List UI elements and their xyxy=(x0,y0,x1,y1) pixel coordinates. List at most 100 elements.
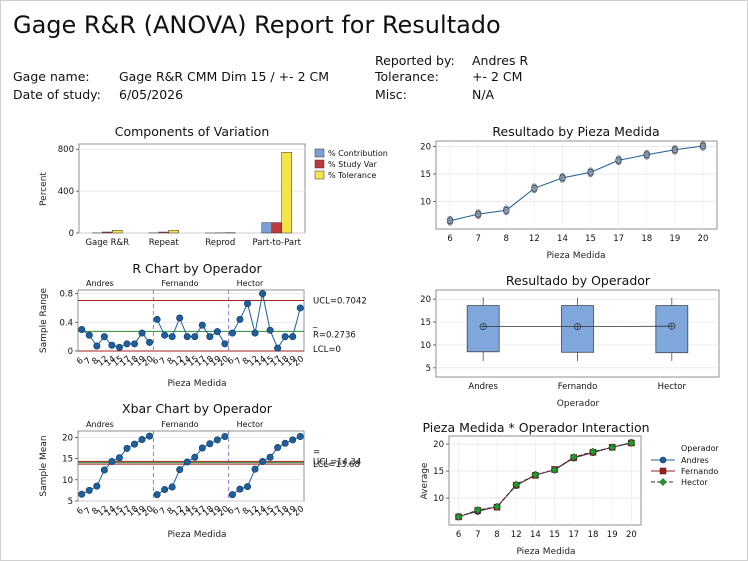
components-legend-swatch xyxy=(314,148,325,158)
operator-xtick-label: Hector xyxy=(658,382,687,392)
xbar-point xyxy=(93,482,101,490)
xbar-center-label: = xyxy=(313,448,320,458)
rchart-center-bar: _ xyxy=(312,318,318,328)
xbar-point xyxy=(281,439,289,447)
xbar-point xyxy=(168,483,176,491)
part-mean-line xyxy=(449,145,704,222)
components-bar xyxy=(168,230,179,234)
rchart-point xyxy=(85,331,93,339)
interaction-legend-marker xyxy=(659,467,667,475)
part-xtick-label: 8 xyxy=(504,234,509,244)
xbar-point xyxy=(228,491,236,499)
xbar-point xyxy=(131,440,139,448)
interaction-xtick-label: 12 xyxy=(511,530,522,540)
xbar-point xyxy=(183,458,191,466)
rchart-point xyxy=(213,328,221,336)
interaction-point xyxy=(550,466,559,474)
xbar-point xyxy=(115,454,123,462)
xbar-xtick-label: 7 xyxy=(83,506,94,517)
part-mean-marker xyxy=(446,217,454,225)
interaction-xtick-label: 20 xyxy=(626,530,637,540)
xbar-point xyxy=(176,466,184,474)
xbar-point xyxy=(251,465,259,473)
components-bar xyxy=(112,230,123,234)
operator-ytick-label: 10 xyxy=(420,341,431,351)
gage-name-label: Gage name: xyxy=(13,69,90,84)
interaction-legend-marker xyxy=(659,478,667,486)
operator-xtick-label: Andres xyxy=(468,382,498,392)
rchart-point xyxy=(259,290,267,298)
rchart-xlabel: Pieza Medida xyxy=(167,379,226,389)
rchart-point xyxy=(236,315,244,323)
rchart-point xyxy=(289,333,297,341)
rchart-point xyxy=(93,342,101,350)
rchart-title: R Chart by Operador xyxy=(132,261,262,276)
rchart-point xyxy=(296,304,304,312)
part-xtick-label: 6 xyxy=(447,234,452,244)
rchart-ylabel: Sample Range xyxy=(39,287,49,353)
operator-mean-marker xyxy=(479,323,487,331)
part-xlabel: Pieza Medida xyxy=(546,251,605,261)
rchart-ytick-label: 0.8 xyxy=(59,290,73,300)
part-mean-marker xyxy=(699,142,707,150)
xbar-plot-area xyxy=(77,430,305,502)
rchart-point xyxy=(228,329,236,337)
interaction-ytick-label: 10 xyxy=(433,494,444,504)
components-ytick-label: 0 xyxy=(69,229,74,239)
rchart-series-line xyxy=(156,316,226,345)
xbar-title: Xbar Chart by Operador xyxy=(122,401,273,416)
gage-name-value: Gage R&R CMM Dim 15 / +- 2 CM xyxy=(119,69,330,84)
rchart-point xyxy=(115,343,123,351)
interaction-xlabel: Pieza Medida xyxy=(516,547,575,557)
part-xtick-label: 19 xyxy=(669,234,680,244)
interaction-xtick-label: 18 xyxy=(588,530,599,540)
reported-by-label: Reported by: xyxy=(375,53,455,68)
date-label: Date of study: xyxy=(13,87,101,102)
xbar-point xyxy=(138,435,146,443)
part-xtick-label: 14 xyxy=(557,234,568,244)
xbar-panel-label: Hector xyxy=(237,420,264,429)
part-ytick-label: 15 xyxy=(420,170,431,180)
rchart-xtick-label: 6 xyxy=(151,356,162,367)
tolerance-value: +- 2 CM xyxy=(472,69,523,84)
tolerance-label: Tolerance: xyxy=(375,69,439,84)
xbar-point xyxy=(198,444,206,452)
xbar-xtick-label: 7 xyxy=(233,506,244,517)
rchart-panel-label: Hector xyxy=(237,279,264,288)
xbar-ytick-label: 15 xyxy=(62,455,73,465)
misc-label: Misc: xyxy=(375,87,407,102)
xbar-xlabel: Pieza Medida xyxy=(167,530,226,540)
part-xtick-label: 12 xyxy=(529,234,540,244)
part-mean-marker xyxy=(643,151,651,159)
xbar-series-line xyxy=(232,436,301,496)
rchart-series-line xyxy=(231,293,301,350)
components-title: Components of Variation xyxy=(115,124,270,139)
rchart-point xyxy=(78,325,86,333)
operator-ytick-label: 15 xyxy=(420,318,431,328)
interaction-xtick-label: 15 xyxy=(549,530,560,540)
components-xtick-label: Gage R&R xyxy=(85,238,129,248)
part-xtick-label: 17 xyxy=(613,234,624,244)
xbar-point xyxy=(161,486,169,494)
xbar-point xyxy=(191,453,199,461)
part-plot-area xyxy=(435,140,718,230)
xbar-ylabel: Sample Mean xyxy=(39,435,49,496)
xbar-ytick-label: 5 xyxy=(68,497,73,507)
rchart-xtick-label: 6 xyxy=(226,356,237,367)
components-legend-label: % Study Var xyxy=(328,160,378,169)
xbar-panel-label: Fernando xyxy=(161,420,198,429)
part-mean-marker xyxy=(474,210,482,218)
xbar-xtick-label: 8 xyxy=(166,506,177,517)
xbar-point xyxy=(221,433,229,441)
components-ytick-label: 400 xyxy=(58,187,74,197)
rchart-point xyxy=(244,300,252,308)
rchart-point xyxy=(131,340,139,348)
rchart-lcl-label: LCL=0 xyxy=(313,345,341,355)
xbar-point xyxy=(108,458,116,466)
xbar-xtick-label: 8 xyxy=(90,506,101,517)
rchart-ytick-label: 0.4 xyxy=(59,318,73,328)
interaction-ytick-label: 15 xyxy=(433,467,444,477)
xbar-point xyxy=(213,436,221,444)
interaction-point xyxy=(531,470,540,479)
interaction-point xyxy=(608,443,617,452)
